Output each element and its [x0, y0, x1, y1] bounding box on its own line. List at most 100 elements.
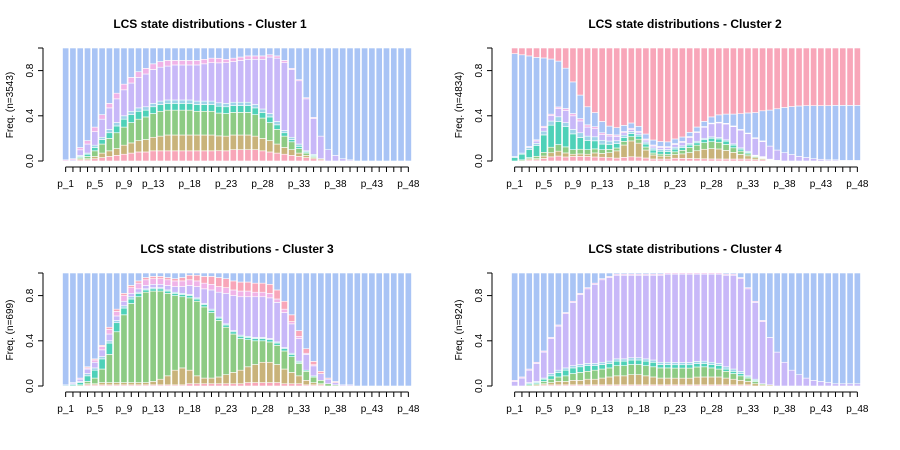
bar-segment-p10-state-7 [127, 287, 135, 294]
bar-segment-p24-state-3 [678, 367, 686, 379]
bar-segment-p11-state-4 [584, 365, 591, 372]
bar-segment-p13-state-2 [598, 153, 606, 158]
bar-segment-p27-state-4 [700, 363, 708, 368]
bar-segment-p24-state-4 [678, 364, 686, 369]
bar-segment-p12-state-7 [142, 68, 150, 75]
bar-segment-p16-state-6 [620, 274, 628, 360]
bar-segment-p30-state-2 [722, 377, 730, 386]
bar-segment-p12-state-8 [591, 272, 599, 284]
bar-segment-p10-state-2 [576, 380, 584, 386]
chart-panel-cluster-1: LCS state distributions - Cluster 1 Freq… [5, 17, 420, 190]
bar-segment-p6-state-3 [547, 378, 555, 383]
bar-segment-p32-state-5 [288, 136, 296, 140]
bar-segment-p9-state-6 [569, 302, 577, 366]
bar-segment-p34-state-8 [751, 272, 759, 302]
bar-segment-p19-state-8 [193, 274, 201, 282]
bar-segment-p12-state-2 [591, 378, 599, 386]
bar-segment-p16-state-8 [620, 125, 628, 132]
bar-segment-p2-state-8 [518, 54, 526, 154]
bar-segment-p35-state-6 [310, 365, 317, 377]
y-tick-label: 0.4 [474, 333, 485, 347]
bar-segment-p33-state-2 [295, 375, 303, 385]
bar-segment-p7-state-1 [105, 156, 113, 162]
bar-segment-p45-state-8 [832, 272, 839, 385]
bar-segment-p8-state-8 [113, 308, 121, 312]
bar-segment-p19-state-6 [193, 64, 201, 102]
bar-segment-p7-state-9 [554, 47, 562, 62]
bar-segment-p29-state-6 [266, 56, 274, 114]
bar-segment-p7-state-3 [554, 144, 562, 152]
bar-segment-p11-state-6 [135, 77, 142, 109]
bar-segment-p34-state-3 [302, 371, 310, 381]
bar-segment-p3-state-8 [76, 47, 84, 148]
bar-segment-p47-state-8 [846, 105, 854, 161]
bar-segment-p16-state-3 [620, 365, 628, 377]
bar-segment-p27-state-2 [700, 148, 708, 160]
bar-segment-p47-state-8 [846, 272, 854, 385]
bar-segment-p10-state-5 [127, 110, 135, 115]
bar-segment-p27-state-4 [251, 107, 259, 115]
bar-segment-p2-state-9 [69, 272, 77, 383]
bar-segment-p15-state-4 [613, 143, 621, 149]
bar-segment-p15-state-2 [613, 150, 621, 159]
bar-segment-p8-state-3 [562, 146, 570, 154]
bar-segment-p7-state-8 [105, 47, 113, 104]
bar-segment-p6-state-2 [547, 152, 555, 158]
bar-segment-p41-state-8 [802, 105, 810, 158]
bar-segment-p4-state-6 [533, 140, 540, 144]
bar-segment-p13-state-1 [598, 156, 606, 162]
bar-segment-p24-state-1 [678, 158, 686, 162]
bar-segment-p20-state-2 [649, 376, 657, 386]
bar-segment-p25-state-4 [237, 335, 245, 339]
bar-segment-p26-state-2 [693, 376, 701, 386]
bar-segment-p19-state-4 [193, 104, 201, 112]
bar-segment-p20-state-7 [200, 282, 208, 290]
bar-segment-p17-state-2 [627, 140, 635, 158]
bar-segment-p26-state-5 [693, 361, 701, 364]
bar-segment-p14-state-2 [157, 378, 164, 386]
bar-segment-p33-state-8 [744, 272, 752, 288]
bar-segment-p35-state-9 [759, 47, 766, 112]
bar-segment-p30-state-7 [273, 298, 281, 303]
bar-segment-p25-state-3 [237, 338, 245, 371]
bar-segment-p5-state-5 [91, 367, 99, 371]
x-tick-label: p_1 [57, 179, 74, 190]
x-tick-label: p_23 [215, 179, 238, 190]
bar-segment-p23-state-5 [222, 103, 230, 108]
bar-segment-p29-state-1 [715, 158, 723, 162]
bar-segment-p19-state-1 [193, 383, 201, 387]
bar-segment-p9-state-5 [569, 129, 577, 135]
bar-segment-p21-state-8 [657, 272, 664, 275]
bar-segment-p32-state-4 [288, 139, 296, 143]
bar-segment-p3-state-6 [525, 369, 533, 383]
bar-segment-p20-state-3 [649, 152, 657, 156]
bar-segment-p6-state-9 [547, 47, 555, 60]
bar-segment-p18-state-8 [635, 126, 643, 132]
bar-segment-p7-state-5 [105, 340, 113, 344]
bar-segment-p14-state-2 [605, 152, 613, 158]
bar-segment-p20-state-5 [649, 147, 657, 151]
bar-segment-p18-state-2 [635, 142, 643, 158]
bar-segment-p17-state-7 [178, 60, 186, 66]
bar-segment-p28-state-9 [259, 272, 266, 284]
bar-segment-p33-state-6 [295, 338, 303, 362]
bar-segment-p28-state-8 [259, 282, 266, 293]
bar-segment-p34-state-8 [302, 47, 310, 99]
bar-segment-p4-state-5 [533, 143, 540, 146]
bar-segment-p46-state-9 [390, 272, 398, 387]
bar-segment-p27-state-2 [251, 135, 259, 150]
bar-segment-p29-state-7 [266, 293, 274, 299]
bar-segment-p11-state-7 [135, 71, 142, 78]
bar-segment-p6-state-5 [98, 356, 106, 360]
bar-segment-p3-state-7 [76, 147, 84, 151]
bar-segment-p7-state-3 [554, 376, 562, 382]
bar-segment-p6-state-4 [98, 139, 106, 145]
bar-segment-p9-state-1 [120, 153, 128, 162]
bar-segment-p35-state-2 [310, 382, 317, 386]
bar-segment-p23-state-3 [222, 326, 230, 375]
bar-segment-p33-state-6 [744, 288, 752, 377]
bar-segment-p6-state-7 [98, 114, 106, 120]
bar-segment-p23-state-3 [222, 113, 230, 137]
bar-segment-p14-state-7 [157, 278, 164, 285]
bar-segment-p29-state-5 [266, 113, 274, 118]
